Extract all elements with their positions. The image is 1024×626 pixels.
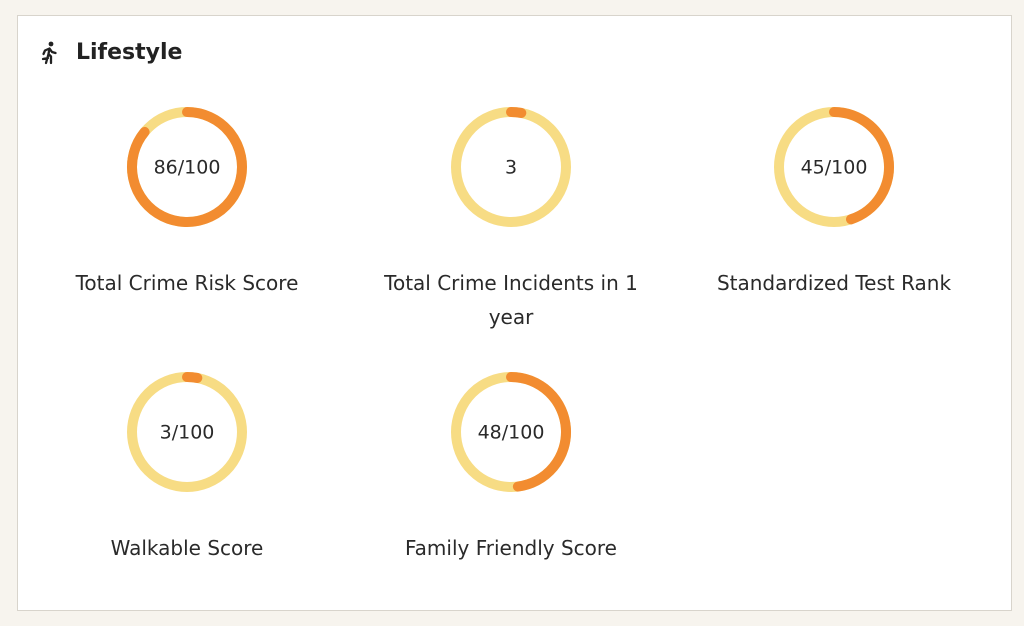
gauge-label: Standardized Test Rank	[716, 271, 952, 295]
gauge-value: 48/100	[478, 422, 545, 444]
gauge-ring: 48/100	[451, 372, 572, 492]
gauge-value: 45/100	[801, 157, 868, 179]
gauge-label: Family Friendly Score	[405, 536, 617, 560]
gauge: 45/100 Standardized Test Rank	[684, 102, 984, 300]
gauge: 3 Total Crime Incidents in 1 year	[361, 102, 661, 334]
gauge-label: Total Crime Risk Score	[75, 271, 299, 295]
gauge-ring: 86/100	[127, 107, 247, 227]
gauge-value: 3/100	[160, 422, 215, 444]
gauge: 48/100 Family Friendly Score	[361, 367, 661, 565]
gauge-value: 86/100	[154, 157, 221, 179]
gauge-ring: 45/100	[774, 107, 894, 227]
gauge-label: Total Crime Incidents in 1 year	[384, 271, 638, 329]
ring-progress	[829, 107, 894, 225]
ring-progress	[506, 372, 572, 492]
ring-progress	[127, 107, 247, 227]
gauge-value: 3	[505, 157, 517, 179]
ring-progress	[506, 106, 527, 118]
ring-progress	[182, 371, 203, 383]
gauge: 3/100 Walkable Score	[37, 367, 337, 565]
gauge-ring: 3	[451, 106, 571, 227]
gauge-ring: 3/100	[127, 371, 247, 492]
section-title: Lifestyle	[76, 40, 183, 65]
gauge: 86/100 Total Crime Risk Score	[37, 102, 337, 300]
walk-icon	[41, 41, 57, 65]
gauge-label: Walkable Score	[110, 536, 264, 560]
